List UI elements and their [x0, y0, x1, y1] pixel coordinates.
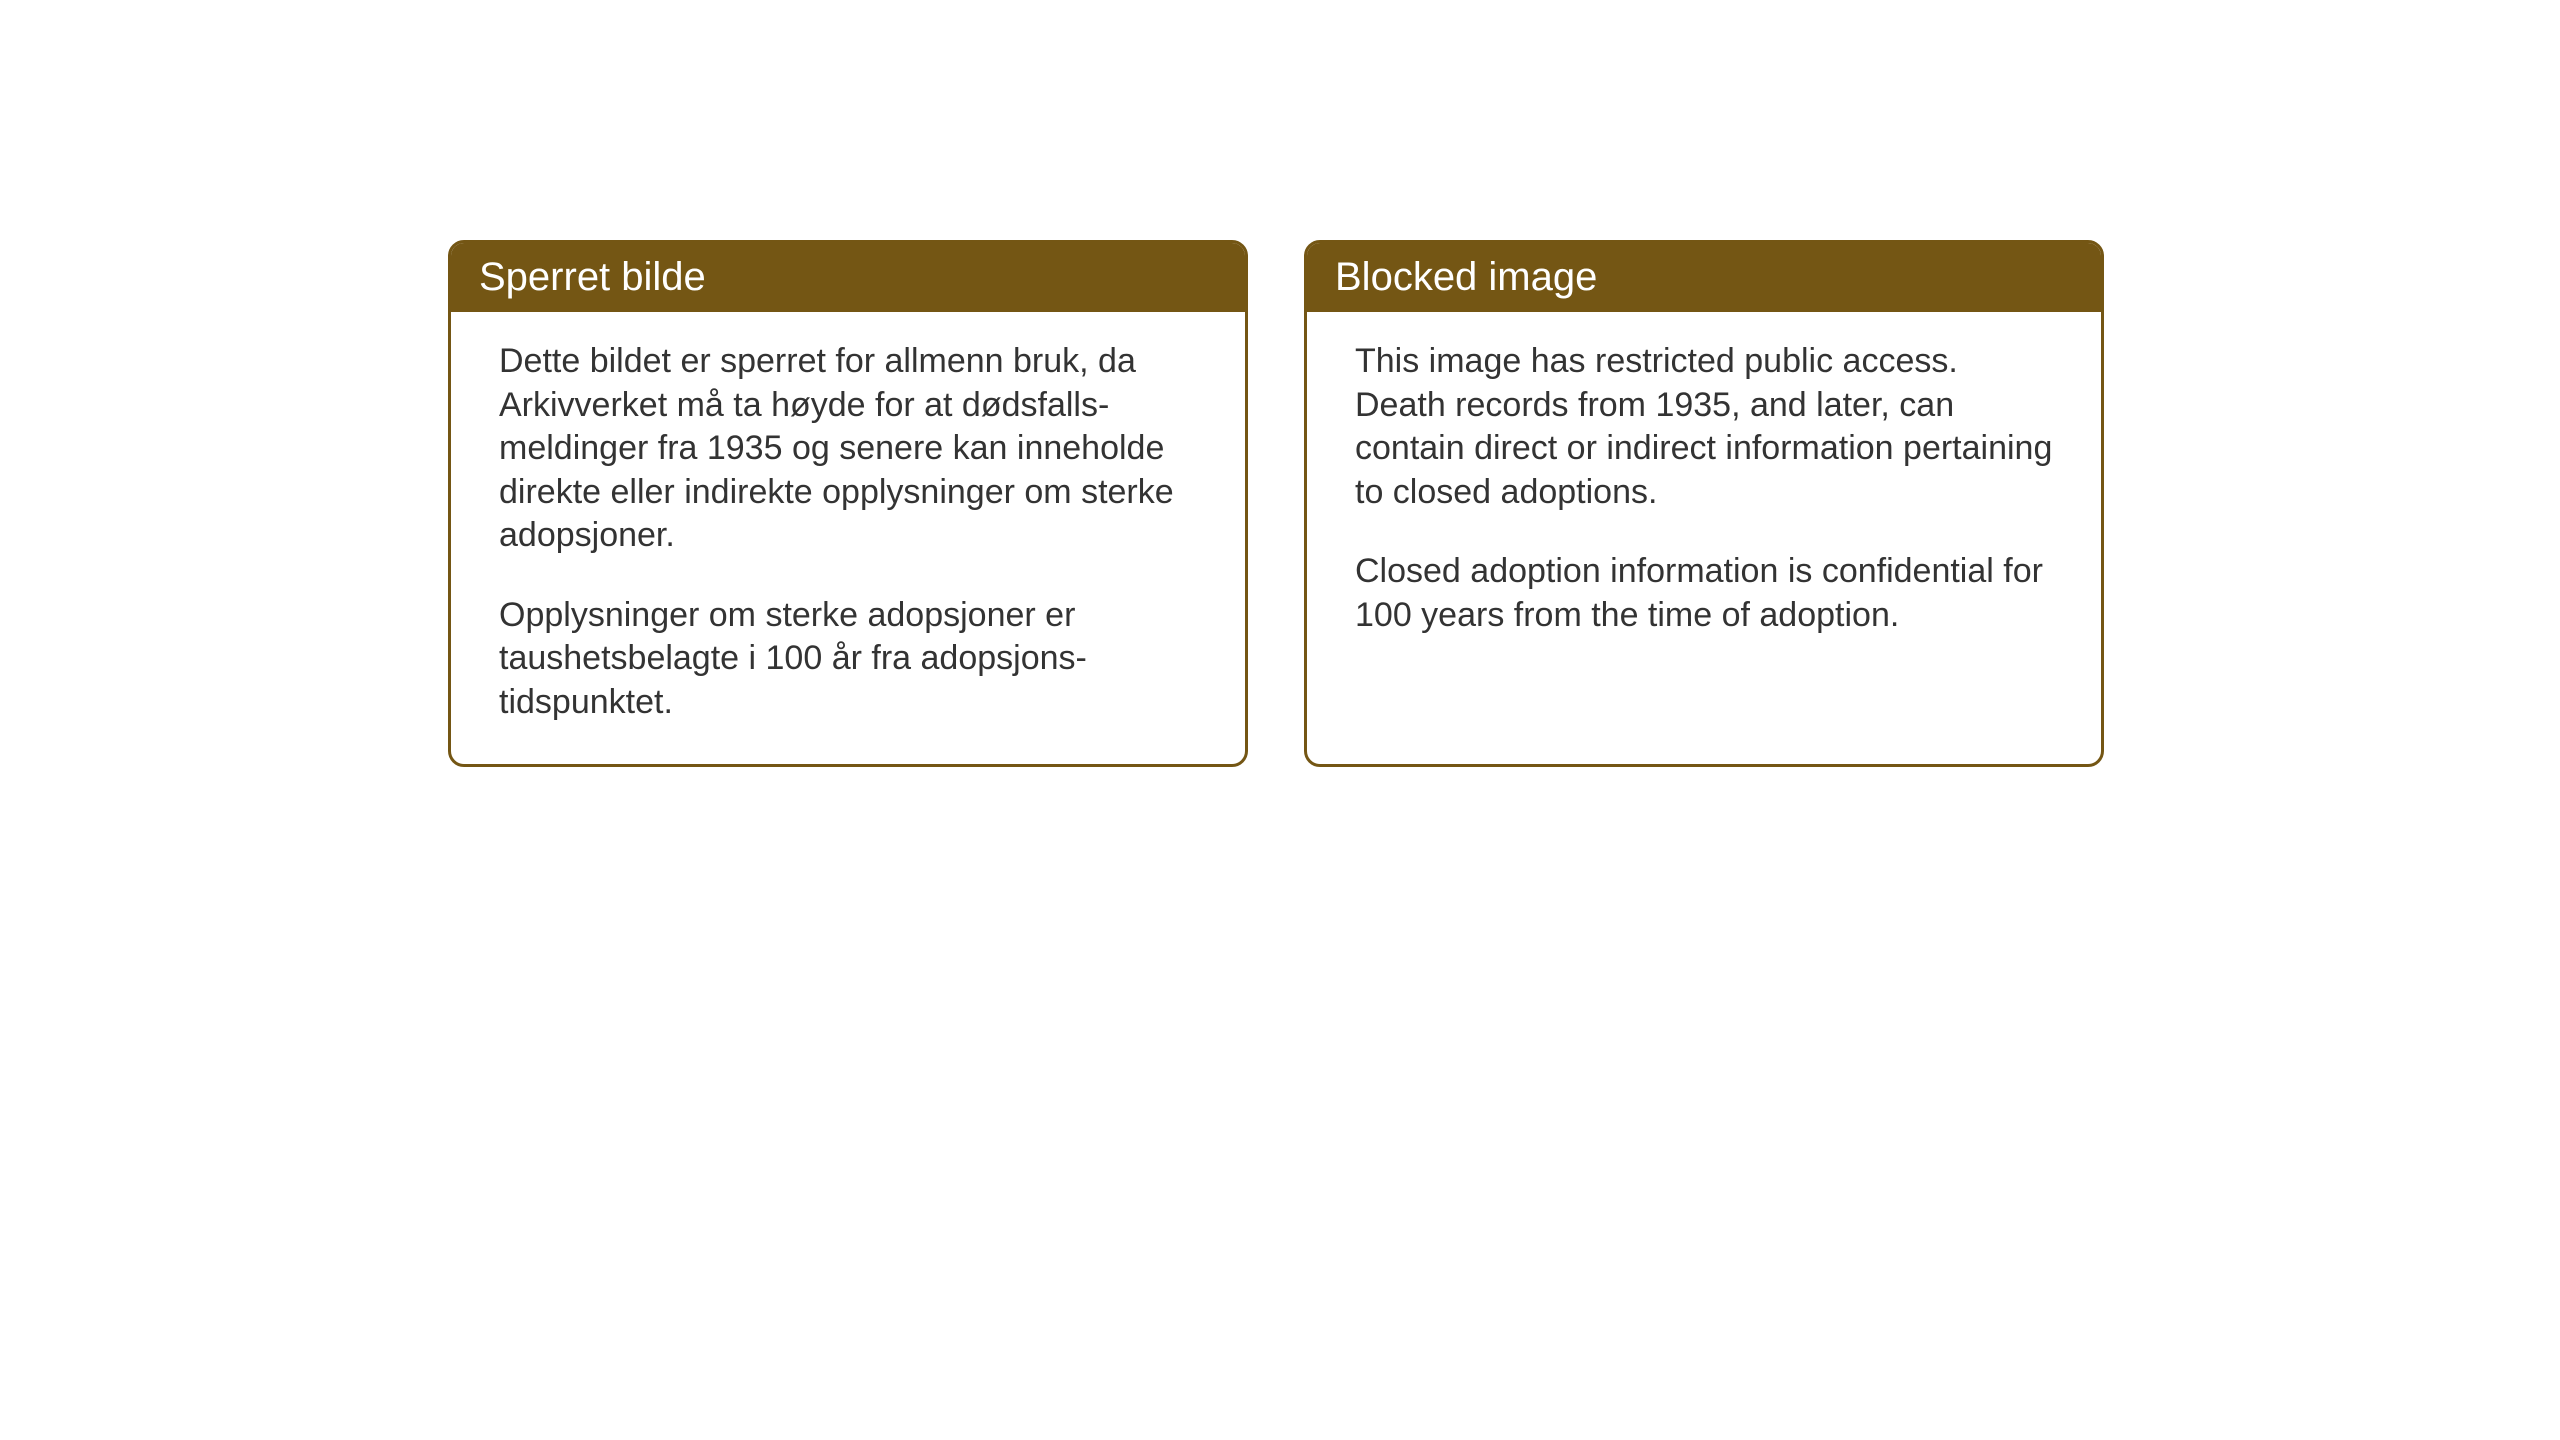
card-header-norwegian: Sperret bilde [451, 243, 1245, 312]
card-header-english: Blocked image [1307, 243, 2101, 312]
notice-card-norwegian: Sperret bilde Dette bildet er sperret fo… [448, 240, 1248, 767]
card-title-norwegian: Sperret bilde [479, 255, 706, 299]
notice-container: Sperret bilde Dette bildet er sperret fo… [448, 240, 2104, 767]
paragraph-norwegian-1: Dette bildet er sperret for allmenn bruk… [499, 340, 1197, 558]
paragraph-english-1: This image has restricted public access.… [1355, 340, 2053, 514]
card-title-english: Blocked image [1335, 255, 1597, 299]
card-body-english: This image has restricted public access.… [1307, 312, 2101, 677]
paragraph-english-2: Closed adoption information is confident… [1355, 550, 2053, 637]
paragraph-norwegian-2: Opplysninger om sterke adopsjoner er tau… [499, 594, 1197, 725]
notice-card-english: Blocked image This image has restricted … [1304, 240, 2104, 767]
card-body-norwegian: Dette bildet er sperret for allmenn bruk… [451, 312, 1245, 764]
